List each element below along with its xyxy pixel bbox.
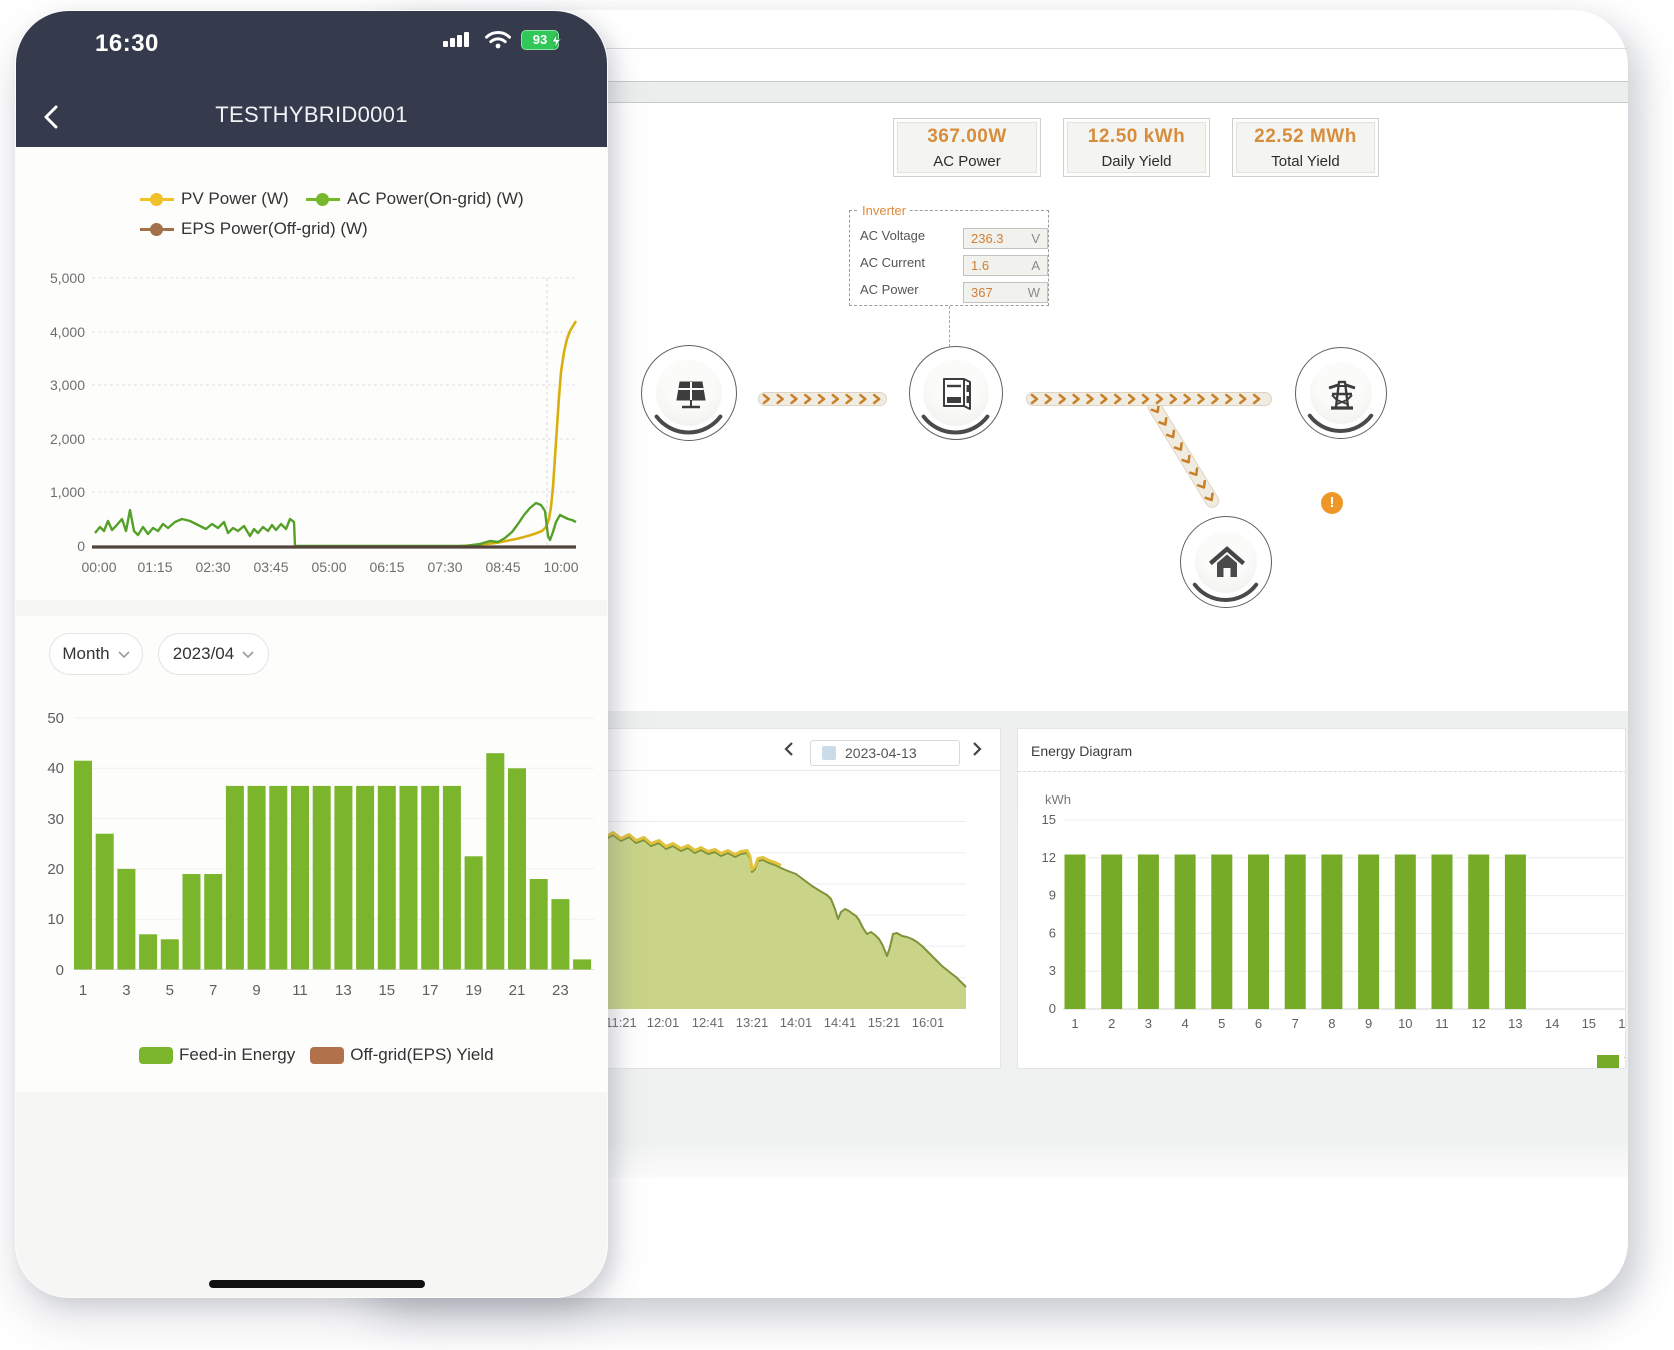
svg-text:3: 3 <box>122 982 130 999</box>
svg-text:14:01: 14:01 <box>780 1015 813 1030</box>
svg-text:17: 17 <box>422 982 439 999</box>
svg-text:30: 30 <box>47 811 64 828</box>
svg-text:11: 11 <box>1435 1016 1449 1031</box>
svg-text:12:41: 12:41 <box>692 1015 725 1030</box>
svg-text:15: 15 <box>1042 812 1056 827</box>
svg-text:12: 12 <box>1471 1016 1485 1031</box>
svg-text:kWh: kWh <box>1045 792 1071 807</box>
svg-text:0: 0 <box>56 962 64 979</box>
svg-text:15:21: 15:21 <box>868 1015 901 1030</box>
svg-text:10: 10 <box>47 911 64 928</box>
svg-text:12: 12 <box>1042 850 1056 865</box>
svg-text:08:45: 08:45 <box>485 559 520 575</box>
svg-text:6: 6 <box>1049 925 1056 940</box>
svg-text:8: 8 <box>1328 1016 1335 1031</box>
svg-text:5: 5 <box>1218 1016 1225 1031</box>
svg-text:12:01: 12:01 <box>647 1015 680 1030</box>
svg-text:50: 50 <box>47 710 64 727</box>
svg-text:3: 3 <box>1145 1016 1152 1031</box>
svg-text:40: 40 <box>47 760 64 777</box>
svg-text:01:15: 01:15 <box>137 559 172 575</box>
svg-text:02:30: 02:30 <box>195 559 230 575</box>
svg-text:06:15: 06:15 <box>369 559 404 575</box>
svg-text:1: 1 <box>1071 1016 1078 1031</box>
svg-text:13: 13 <box>335 982 352 999</box>
svg-text:15: 15 <box>378 982 395 999</box>
svg-text:13:21: 13:21 <box>736 1015 769 1030</box>
svg-text:20: 20 <box>47 861 64 878</box>
svg-text:05:00: 05:00 <box>311 559 346 575</box>
svg-text:23: 23 <box>552 982 569 999</box>
svg-text:16: 16 <box>1618 1016 1626 1031</box>
svg-text:1,000: 1,000 <box>50 484 85 500</box>
svg-text:3: 3 <box>1049 963 1056 978</box>
svg-text:5: 5 <box>166 982 174 999</box>
svg-text:11:21: 11:21 <box>605 1015 637 1030</box>
svg-text:1: 1 <box>79 982 87 999</box>
svg-text:9: 9 <box>252 982 260 999</box>
svg-text:03:45: 03:45 <box>253 559 288 575</box>
svg-text:14:41: 14:41 <box>824 1015 857 1030</box>
svg-text:9: 9 <box>1365 1016 1372 1031</box>
svg-text:4: 4 <box>1181 1016 1188 1031</box>
svg-text:2: 2 <box>1108 1016 1115 1031</box>
svg-text:13: 13 <box>1508 1016 1522 1031</box>
svg-text:16:01: 16:01 <box>912 1015 945 1030</box>
svg-text:10: 10 <box>1398 1016 1412 1031</box>
svg-text:0: 0 <box>77 538 85 554</box>
svg-text:19: 19 <box>465 982 482 999</box>
svg-text:5,000: 5,000 <box>50 270 85 286</box>
svg-text:0: 0 <box>1049 1001 1056 1016</box>
svg-text:9: 9 <box>1049 888 1056 903</box>
svg-text:15: 15 <box>1582 1016 1596 1031</box>
svg-text:3,000: 3,000 <box>50 377 85 393</box>
svg-text:2,000: 2,000 <box>50 431 85 447</box>
svg-text:4,000: 4,000 <box>50 324 85 340</box>
svg-text:14: 14 <box>1545 1016 1559 1031</box>
svg-text:6: 6 <box>1255 1016 1262 1031</box>
svg-text:21: 21 <box>509 982 526 999</box>
svg-text:07:30: 07:30 <box>427 559 462 575</box>
svg-text:00:00: 00:00 <box>81 559 116 575</box>
svg-text:11: 11 <box>292 982 308 999</box>
svg-text:7: 7 <box>209 982 217 999</box>
svg-text:10:00: 10:00 <box>543 559 578 575</box>
svg-text:7: 7 <box>1292 1016 1299 1031</box>
